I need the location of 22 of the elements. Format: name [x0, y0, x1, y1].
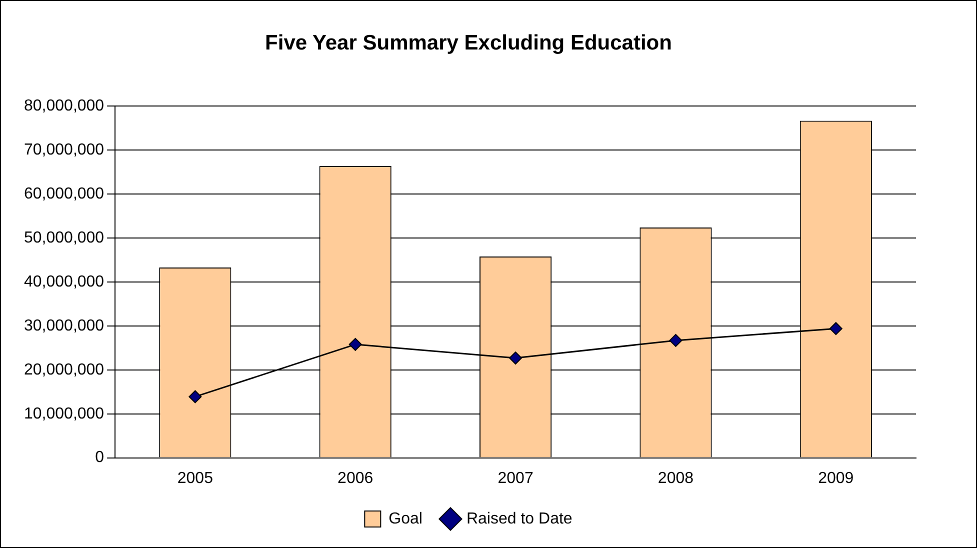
x-tick-label: 2007 [498, 470, 534, 487]
point [348, 338, 362, 351]
y-tick-label: 40,000,000 [24, 273, 104, 290]
x-tick-label: 2006 [338, 470, 374, 487]
x-tick-label: 2009 [818, 470, 854, 487]
x-tick-label: 2008 [658, 470, 694, 487]
y-tick-label: 80,000,000 [24, 98, 104, 115]
point [509, 352, 522, 365]
y-tick-label: 0 [95, 449, 104, 466]
legend-label: Goal [388, 510, 422, 528]
y-tick-label: 30,000,000 [24, 317, 104, 334]
legend-label: Raised to Date [466, 510, 572, 528]
x-tick-label: 2005 [177, 470, 214, 487]
y-tick-label: 20,000,000 [24, 361, 104, 378]
point [829, 322, 842, 336]
point [188, 390, 202, 404]
y-tick-label: 70,000,000 [24, 142, 104, 159]
point [669, 334, 682, 347]
y-tick-label: 10,000,000 [24, 405, 104, 422]
y-tick-label: 60,000,000 [24, 186, 104, 203]
y-tick-label: 50,000,000 [24, 229, 104, 246]
chart-title: Five Year Summary Excluding Education [265, 31, 672, 54]
